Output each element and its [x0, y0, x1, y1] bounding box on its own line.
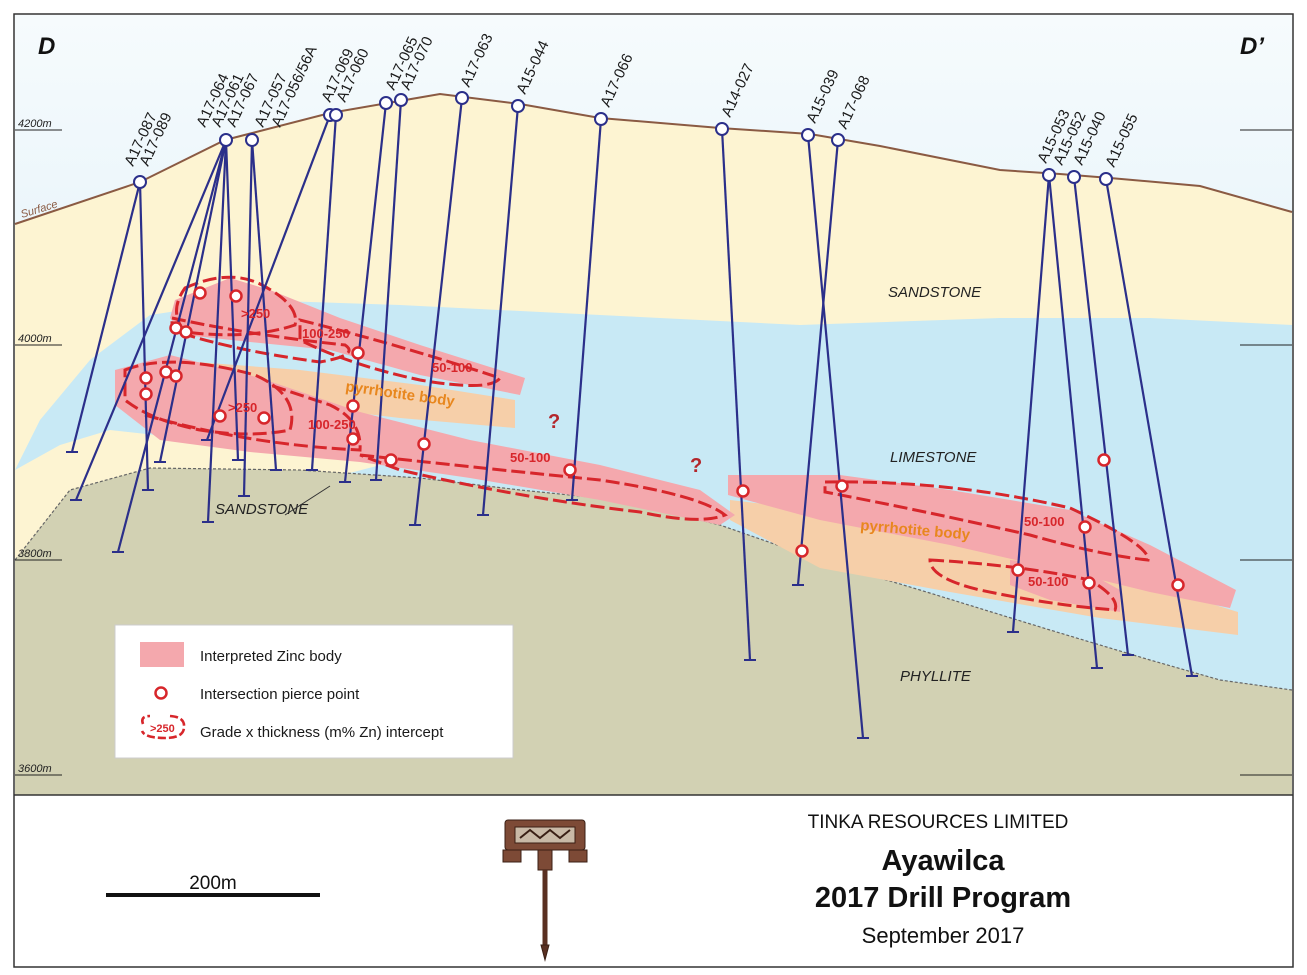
intercept-outline-50-100-right	[823, 480, 1150, 562]
legend-zinc-label: Interpreted Zinc body	[200, 648, 342, 665]
legend: Interpreted Zinc body Intersection pierc…	[114, 624, 514, 759]
unit-label-phyllite: PHYLLITE	[900, 668, 972, 685]
question-mark-left: ?	[548, 411, 560, 433]
grade-label-50-100-right-lower: 50-100	[1028, 574, 1068, 589]
legend-intercept-symbol: >250	[150, 723, 175, 735]
elevation-label-3800: 3800m	[18, 548, 52, 560]
question-mark-right: ?	[690, 455, 702, 477]
intercept-outline-100-250-upper	[170, 316, 351, 364]
unit-label-sandstone-upper: SANDSTONE	[888, 284, 982, 301]
grade-label-50-100-right: 50-100	[1024, 514, 1064, 529]
grade-label-50-100-main: 50-100	[510, 450, 550, 465]
elevation-label-4200: 4200m	[18, 118, 52, 130]
sandstone-leader-line	[284, 485, 331, 516]
grade-label-100-250-lower: 100-250	[308, 417, 356, 432]
scale-bar-label: 200m	[189, 873, 237, 894]
unit-label-sandstone-lower: SANDSTONE	[215, 501, 309, 518]
elevation-label-3600: 3600m	[18, 763, 52, 775]
zinc-body-right-lower	[1010, 560, 1120, 612]
scale-bar: 200m	[106, 873, 320, 897]
intercept-outline-50-100-main	[359, 453, 728, 521]
grade-label-gt250-lower: >250	[228, 400, 257, 415]
unit-label-limestone: LIMESTONE	[890, 449, 977, 466]
intercept-outline-50-100-right-lower	[928, 558, 1118, 612]
pierce-points	[139, 286, 1185, 592]
legend-pierce-icon	[154, 686, 168, 700]
intercept-outline-100-250-lower	[144, 383, 362, 452]
legend-intercept-icon	[140, 714, 186, 740]
drill-holes	[70, 97, 1194, 739]
section-end-label: D’	[1240, 33, 1264, 60]
zinc-body-right	[728, 475, 1236, 608]
date-label: September 2017	[862, 923, 1025, 948]
grade-label-100-250-upper: 100-250	[302, 326, 350, 341]
grade-label-gt250-upper: >250	[241, 306, 270, 321]
drill-collars	[133, 91, 1113, 189]
zinc-body-upper	[170, 278, 525, 395]
company-logo	[502, 819, 588, 962]
legend-intercept-label: Grade x thickness (m% Zn) intercept	[200, 724, 444, 741]
elevation-ticks	[15, 129, 1292, 776]
grade-label-50-100-upper: 50-100	[432, 360, 472, 375]
legend-pierce-label: Intersection pierce point	[200, 686, 360, 703]
section-start-label: D	[38, 33, 55, 60]
elevation-label-4000: 4000m	[18, 333, 52, 345]
program-title: 2017 Drill Program	[815, 882, 1071, 914]
legend-zinc-swatch	[140, 642, 184, 667]
project-title: Ayawilca	[881, 845, 1005, 877]
drill-hole-end-ticks	[66, 439, 1198, 739]
company-name: TINKA RESOURCES LIMITED	[808, 812, 1069, 833]
